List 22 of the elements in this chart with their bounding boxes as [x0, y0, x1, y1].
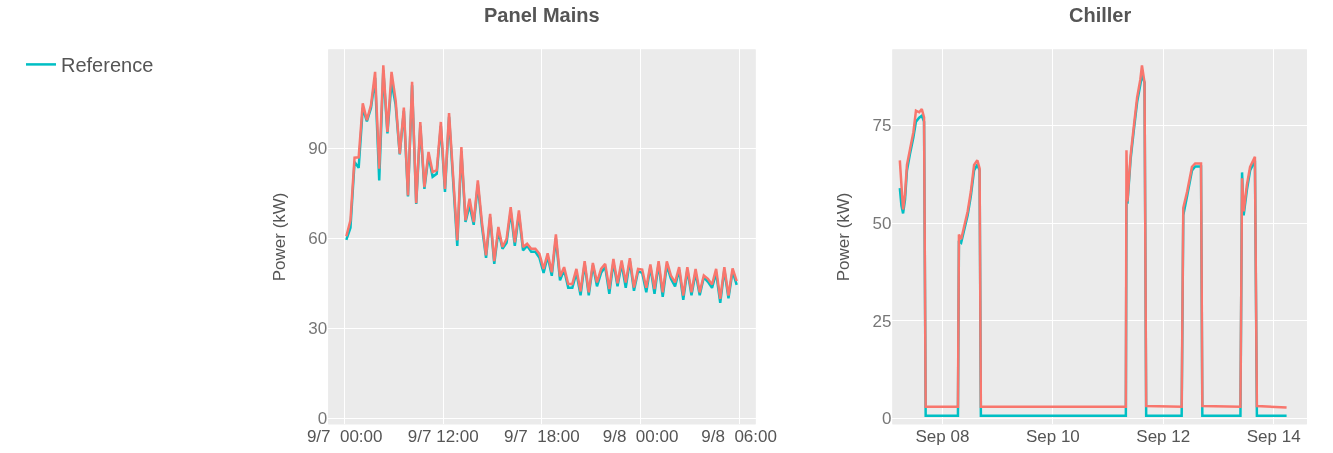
y-tick-label: 50 [872, 214, 892, 234]
y-tick-label: 30 [308, 319, 328, 339]
x-tick-label: 9/7 12:00 [407, 427, 479, 447]
y-tick-label: 0 [881, 409, 892, 429]
y-axis-title: Power (kW) [269, 192, 289, 282]
x-tick-label: 9/8 00:00 [602, 427, 679, 447]
x-tick-label: Sep 08 [915, 427, 970, 447]
legend-label: Reference [61, 54, 154, 77]
chart-title: Panel Mains [484, 4, 600, 26]
y-tick-label: 90 [308, 139, 328, 159]
x-tick-label: 9/8 06:00 [701, 427, 777, 447]
x-tick-label: Sep 10 [1025, 427, 1080, 447]
y-tick-label: 75 [872, 116, 892, 136]
x-tick-label: 9/7 00:00 [306, 427, 383, 447]
y-tick-label: 60 [308, 229, 328, 249]
y-tick-label: 0 [317, 409, 328, 429]
x-tick-label: Sep 12 [1136, 427, 1191, 447]
chart-title: Chiller [1069, 4, 1132, 26]
y-tick-label: 25 [872, 311, 892, 331]
x-tick-label: Sep 14 [1246, 427, 1301, 447]
x-tick-label: 9/7 18:00 [504, 427, 580, 447]
y-axis-title: Power (kW) [834, 192, 854, 282]
